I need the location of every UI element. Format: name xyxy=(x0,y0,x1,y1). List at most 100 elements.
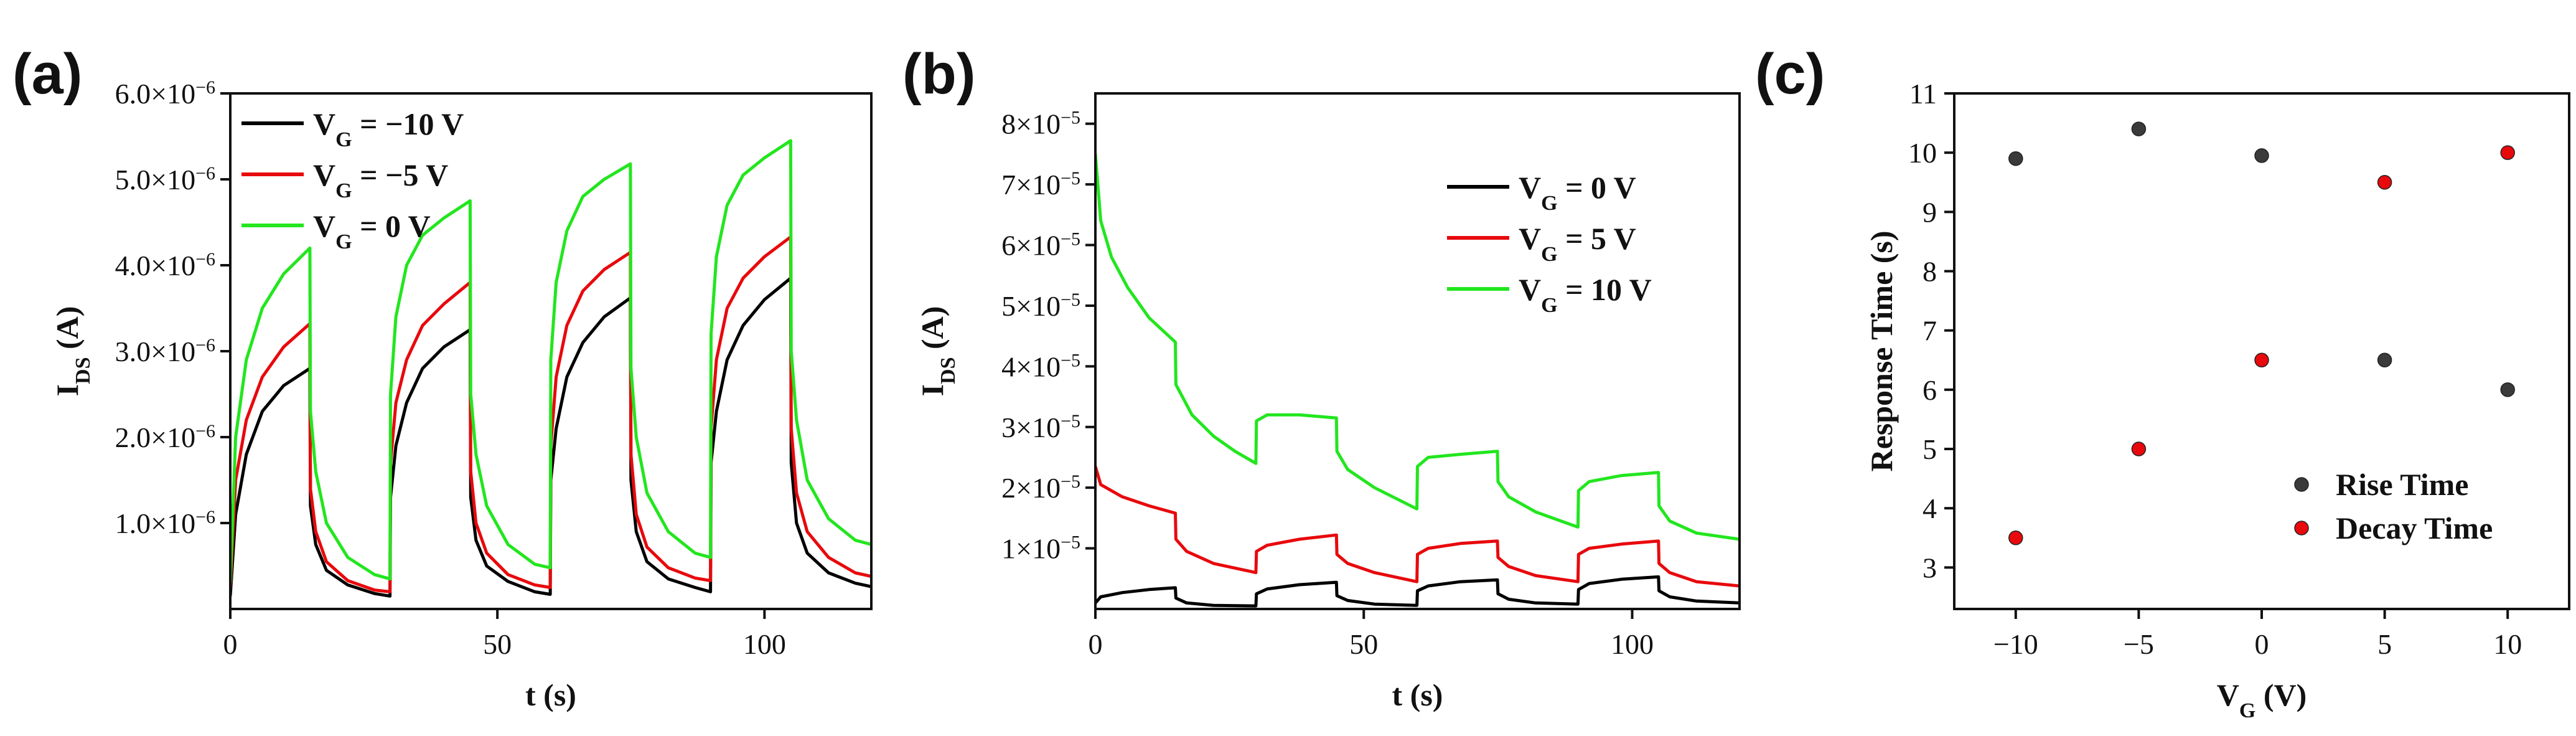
x-tick-label: 0 xyxy=(1089,628,1103,660)
x-tick-label: 100 xyxy=(743,628,786,660)
legend-label-main: V xyxy=(1519,221,1541,256)
y-tick-label-main: 3×10 xyxy=(1001,412,1061,443)
data-point-1-3 xyxy=(2377,175,2392,190)
x-tick-label: 5 xyxy=(2377,628,2392,660)
legend-label: VG = 0 V xyxy=(1519,170,1636,215)
x-axis-title: VG (V) xyxy=(2217,677,2307,722)
legend-label: VG = 10 V xyxy=(1519,272,1652,317)
series-line-2 xyxy=(230,139,871,583)
y-tick-label: 7 xyxy=(1923,315,1937,347)
y-tick-label: 4.0×10−6 xyxy=(115,249,215,282)
legend-label-main: V xyxy=(1519,170,1541,205)
legend-label-main: V xyxy=(313,209,335,243)
y-tick-label: 6.0×10−6 xyxy=(115,77,215,110)
y-tick-label: 4×10−5 xyxy=(1001,350,1080,383)
y-tick-label: 11 xyxy=(1909,78,1937,110)
y-axis-title-main: I xyxy=(915,384,950,396)
y-axis-title: Response Time (s) xyxy=(1864,230,1899,471)
legend-label-sub: G xyxy=(335,230,352,253)
y-tick-label: 6×10−5 xyxy=(1001,229,1080,262)
panel-label: (b) xyxy=(902,42,975,106)
y-axis-title: IDS (A) xyxy=(915,306,960,397)
y-tick-label: 1.0×10−6 xyxy=(115,507,215,540)
legend-label-main: V xyxy=(313,158,335,192)
y-tick-label-sup: −6 xyxy=(195,421,215,441)
series-line-2 xyxy=(1095,154,1740,541)
x-axis-title-tail: (V) xyxy=(2255,677,2307,712)
y-tick-label: 5.0×10−6 xyxy=(115,163,215,196)
data-point-1-1 xyxy=(2131,441,2147,456)
y-tick-label: 4 xyxy=(1923,493,1937,524)
data-point-1-0 xyxy=(2008,531,2023,545)
legend-label-tail: = 0 V xyxy=(352,209,431,243)
x-axis-title-main: V xyxy=(2217,677,2239,712)
data-point-1-4 xyxy=(2500,145,2515,160)
legend-label: VG = −5 V xyxy=(313,158,448,202)
y-tick-label: 10 xyxy=(1908,137,1937,169)
y-axis-title-main: I xyxy=(50,384,85,396)
series-line-0 xyxy=(1095,575,1740,608)
y-axis-title-tail: (A) xyxy=(50,306,85,357)
legend-label: VG = 0 V xyxy=(313,209,431,253)
y-tick-label: 3×10−5 xyxy=(1001,410,1080,443)
data-point-0-2 xyxy=(2254,148,2269,163)
y-tick-label: 8×10−5 xyxy=(1001,107,1080,140)
y-tick-label-main: 5.0×10 xyxy=(115,164,195,196)
x-axis-title: t (s) xyxy=(525,677,576,712)
legend-marker xyxy=(2294,521,2309,535)
y-tick-label: 7×10−5 xyxy=(1001,168,1080,201)
y-axis-title: IDS (A) xyxy=(50,306,95,397)
y-tick-label: 6 xyxy=(1923,374,1937,406)
y-tick-label: 5 xyxy=(1923,433,1937,465)
y-tick-label-sup: −6 xyxy=(195,335,215,356)
legend-label: Decay Time xyxy=(2336,511,2493,545)
y-tick-label-sup: −5 xyxy=(1061,350,1080,370)
y-tick-label: 5×10−5 xyxy=(1001,289,1080,322)
legend-label: Rise Time xyxy=(2336,467,2468,502)
series-line-1 xyxy=(1095,466,1740,588)
y-tick-label: 8 xyxy=(1923,256,1937,288)
y-tick-label: 2×10−5 xyxy=(1001,471,1080,504)
plot-frame xyxy=(1094,92,1741,610)
y-tick-label-main: 6.0×10 xyxy=(115,78,195,110)
panel-label: (a) xyxy=(12,42,82,106)
x-axis-title: t (s) xyxy=(1392,677,1443,712)
y-tick-label: 3.0×10−6 xyxy=(115,335,215,368)
legend-label-tail: = −10 V xyxy=(352,106,464,141)
y-tick-label-main: 3.0×10 xyxy=(115,336,195,367)
y-axis-title-tail: (A) xyxy=(915,306,950,357)
data-point-1-2 xyxy=(2254,352,2269,368)
y-tick-label-main: 8×10 xyxy=(1001,108,1061,140)
y-tick-label-sup: −5 xyxy=(1061,410,1080,431)
y-tick-label-sup: −5 xyxy=(1061,107,1080,128)
y-tick-label-main: 2.0×10 xyxy=(115,422,195,453)
y-tick-label: 2.0×10−6 xyxy=(115,421,215,454)
data-point-0-3 xyxy=(2377,352,2392,368)
legend-label-main: V xyxy=(1519,272,1541,307)
y-tick-label-sup: −5 xyxy=(1061,168,1080,189)
legend-label-tail: = −5 V xyxy=(352,158,449,192)
panel-b: (b)0 50 1001×10−52×10−53×10−54×10−55×10−56… xyxy=(902,42,1741,712)
legend-label-sub: G xyxy=(335,128,352,151)
y-tick-label-main: 6×10 xyxy=(1001,230,1061,262)
y-tick-label: 9 xyxy=(1923,196,1937,228)
legend-label-tail: = 0 V xyxy=(1558,170,1636,205)
y-tick-label-main: 1×10 xyxy=(1001,533,1061,565)
y-axis-title-group: IDS (A) xyxy=(50,306,95,397)
y-tick-label-sup: −5 xyxy=(1061,532,1080,552)
y-tick-label-sup: −6 xyxy=(195,77,215,98)
y-tick-label-main: 5×10 xyxy=(1001,290,1061,322)
legend: VG = −10 VVG = −5 VVG = 0 V xyxy=(241,106,464,253)
legend-label-tail: = 10 V xyxy=(1558,272,1652,307)
legend: VG = 0 V VG = 5 V VG = 10 V xyxy=(1447,170,1652,317)
y-tick-label-sup: −5 xyxy=(1061,471,1080,492)
legend-label-main: V xyxy=(313,106,335,141)
y-tick-label-sup: −5 xyxy=(1061,289,1080,309)
x-tick-label: 0 xyxy=(223,628,238,660)
x-tick-label: 0 xyxy=(2255,628,2269,660)
y-tick-label-main: 4.0×10 xyxy=(115,250,195,281)
legend-label: VG = 5 V xyxy=(1519,221,1636,266)
y-axis-title-sub: DS xyxy=(937,357,960,384)
y-axis-title-sub: DS xyxy=(72,357,95,384)
